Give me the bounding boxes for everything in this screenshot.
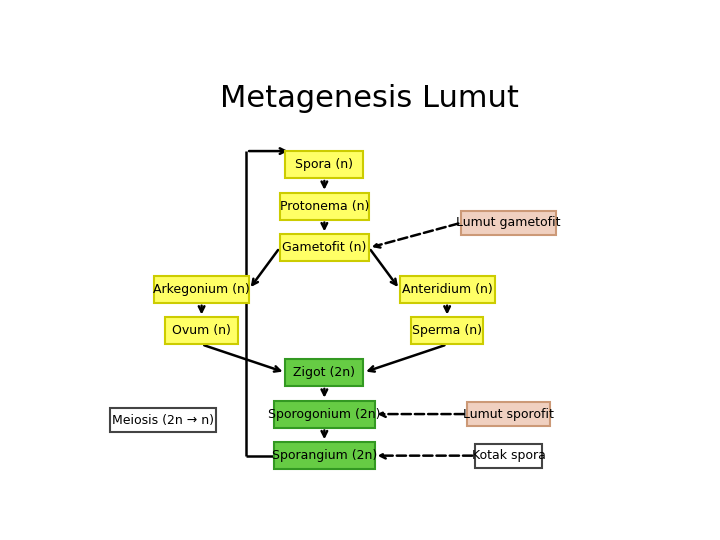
FancyBboxPatch shape	[279, 234, 369, 261]
Text: Ovum (n): Ovum (n)	[172, 325, 231, 338]
FancyBboxPatch shape	[279, 193, 369, 220]
Text: Sporangium (2n): Sporangium (2n)	[271, 449, 377, 462]
FancyBboxPatch shape	[274, 442, 374, 469]
Text: Metagenesis Lumut: Metagenesis Lumut	[220, 84, 518, 112]
Text: Sperma (n): Sperma (n)	[412, 325, 482, 338]
FancyBboxPatch shape	[109, 408, 215, 433]
FancyBboxPatch shape	[400, 276, 495, 303]
Text: Lumut sporofit: Lumut sporofit	[463, 408, 554, 421]
Text: Gametofit (n): Gametofit (n)	[282, 241, 366, 254]
Text: Spora (n): Spora (n)	[295, 158, 354, 171]
FancyBboxPatch shape	[461, 211, 556, 235]
FancyBboxPatch shape	[285, 359, 364, 386]
FancyBboxPatch shape	[467, 402, 550, 426]
FancyBboxPatch shape	[411, 318, 483, 345]
FancyBboxPatch shape	[274, 401, 374, 428]
FancyBboxPatch shape	[154, 276, 249, 303]
Text: Kotak spora: Kotak spora	[472, 449, 546, 462]
Text: Anteridium (n): Anteridium (n)	[402, 283, 492, 296]
FancyBboxPatch shape	[166, 318, 238, 345]
FancyBboxPatch shape	[285, 151, 364, 178]
Text: Zigot (2n): Zigot (2n)	[293, 366, 356, 379]
Text: Arkegonium (n): Arkegonium (n)	[153, 283, 250, 296]
FancyBboxPatch shape	[475, 443, 542, 468]
Text: Lumut gametofit: Lumut gametofit	[456, 217, 561, 230]
Text: Sporogonium (2n): Sporogonium (2n)	[268, 408, 381, 421]
Text: Meiosis (2n → n): Meiosis (2n → n)	[112, 414, 214, 427]
Text: Protonema (n): Protonema (n)	[279, 200, 369, 213]
